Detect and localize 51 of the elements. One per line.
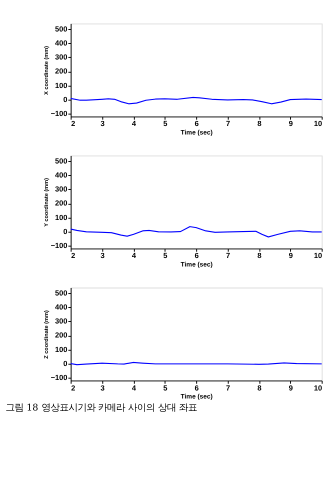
x-tick-label: 3 xyxy=(100,251,105,260)
x-tick-label: 2 xyxy=(71,383,76,392)
x-tick-label: 5 xyxy=(163,251,168,260)
y-tick-label: 200 xyxy=(55,330,68,340)
x-tick-label: 2 xyxy=(71,251,76,260)
y-tick-label: 100 xyxy=(55,212,68,222)
x-tick-label: 6 xyxy=(194,251,199,260)
x-tick-label: 9 xyxy=(288,383,293,392)
y-tick-label: 100 xyxy=(55,344,68,354)
x-tick-label: 4 xyxy=(132,383,137,392)
x-tick-label: 3 xyxy=(100,119,105,128)
x-tick-label: 9 xyxy=(288,251,293,260)
x-tick-label: 5 xyxy=(163,383,168,392)
y-tick-label: −100 xyxy=(50,240,68,250)
x-tick-label: 8 xyxy=(257,251,262,260)
y-tick-label: 200 xyxy=(55,198,68,208)
y-tick-label: 0 xyxy=(63,358,68,368)
y-tick-label: 100 xyxy=(55,80,68,90)
x-tick-label: 8 xyxy=(257,383,262,392)
y-tick-label: −100 xyxy=(50,373,68,382)
line-series xyxy=(70,96,322,104)
x-tick-label: 7 xyxy=(226,119,230,128)
y-tick-label: 400 xyxy=(55,170,68,180)
y-tick-label: 0 xyxy=(63,226,68,236)
x-tick-label: 6 xyxy=(194,119,199,128)
x-tick-label: 7 xyxy=(226,251,230,260)
y-tick-label: 300 xyxy=(55,184,68,194)
y-tick-label: 500 xyxy=(55,24,68,34)
x-tick-label: 2 xyxy=(71,119,76,128)
x-tick-label: 10 xyxy=(314,119,322,128)
caption: 그림 18 영상표시기와 카메라 사이의 상대 좌표 xyxy=(6,402,198,414)
y-tick-label: −100 xyxy=(50,108,68,118)
y-tick-label: 500 xyxy=(55,156,68,166)
x-tick-label: 4 xyxy=(132,251,137,260)
x-tick-label: 4 xyxy=(132,119,137,128)
y-tick-label: 300 xyxy=(55,316,68,326)
x-tick-label: 6 xyxy=(194,383,199,392)
line-series xyxy=(70,226,322,238)
x-tick-label: 9 xyxy=(288,119,293,128)
x-tick-label: 10 xyxy=(314,251,322,260)
y-tick-label: 400 xyxy=(55,302,68,312)
x-tick-label: 3 xyxy=(100,383,105,392)
y-tick-label: 300 xyxy=(55,52,68,62)
y-tick-label: 200 xyxy=(55,66,68,76)
x-tick-label: 10 xyxy=(314,383,322,392)
x-tick-label: 5 xyxy=(163,119,168,128)
x-tick-label: 7 xyxy=(226,383,230,392)
y-tick-label: 0 xyxy=(63,94,68,104)
y-tick-label: 500 xyxy=(55,288,68,298)
x-tick-label: 8 xyxy=(257,119,262,128)
y-tick-label: 400 xyxy=(55,38,68,48)
